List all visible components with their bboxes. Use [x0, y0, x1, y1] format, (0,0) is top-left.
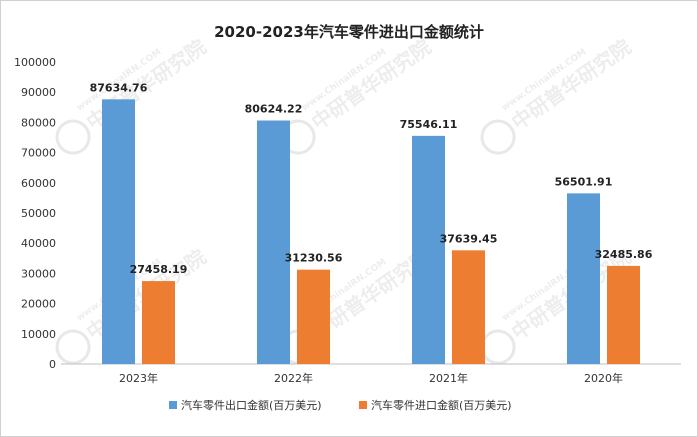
data-label-series-2-3: 37639.45	[440, 232, 498, 245]
y-tick-label: 40000	[21, 237, 56, 250]
bar-series-1-3	[412, 135, 445, 364]
x-tick-label: 2021年	[429, 371, 468, 385]
bar-series-1-4	[567, 193, 600, 364]
legend-label-1: 汽车零件出口金额(百万美元)	[181, 398, 322, 412]
legend-label-2: 汽车零件进口金额(百万美元)	[371, 398, 512, 412]
chart-title: 2020-2023年汽车零件进出口金额统计	[214, 23, 484, 41]
legend: 汽车零件出口金额(百万美元) 汽车零件进口金额(百万美元)	[169, 398, 512, 412]
data-label-series-2-2: 31230.56	[285, 252, 343, 265]
watermark-logo-icon	[480, 119, 516, 155]
data-label-series-1-2: 80624.22	[245, 103, 303, 116]
y-tick-label: 30000	[21, 267, 56, 280]
data-label-series-2-4: 32485.86	[595, 248, 653, 261]
data-labels-layer: 87634.76 27458.19 80624.22 31230.56 75546.11…	[90, 81, 653, 276]
y-tick-label: 10000	[21, 328, 56, 341]
x-axis: 2023年 2022年 2021年 2020年	[119, 371, 623, 385]
y-tick-label: 80000	[21, 116, 56, 129]
y-tick-label: 50000	[21, 207, 56, 220]
watermark-logo-icon	[55, 329, 91, 365]
y-tick-label: 20000	[21, 298, 56, 311]
bar-series-2-4	[607, 265, 640, 364]
watermark-logo-icon	[55, 119, 91, 155]
y-axis: 0 10000 20000 30000 40000 50000 60000 70000 8000…	[14, 56, 56, 371]
data-label-series-1-3: 75546.11	[400, 118, 458, 131]
data-label-series-2-1: 27458.19	[130, 263, 188, 276]
bars-layer	[102, 99, 640, 365]
bar-series-2-3	[452, 250, 485, 364]
bar-series-2-1	[142, 281, 175, 364]
bar-series-2-2	[297, 269, 330, 364]
bar-series-1-1	[102, 99, 135, 365]
y-tick-label: 100000	[14, 56, 56, 69]
y-tick-label: 70000	[21, 147, 56, 160]
bar-series-1-2	[257, 120, 290, 364]
data-label-series-1-4: 56501.91	[555, 175, 613, 188]
y-tick-label: 60000	[21, 177, 56, 190]
legend-swatch-1	[169, 401, 177, 409]
watermark-text: 中研普华研究院	[507, 35, 635, 135]
x-tick-label: 2020年	[584, 371, 623, 385]
y-tick-label: 90000	[21, 86, 56, 99]
x-tick-label: 2022年	[274, 371, 313, 385]
legend-swatch-2	[359, 401, 367, 409]
x-tick-label: 2023年	[119, 371, 158, 385]
y-tick-label: 0	[49, 358, 56, 371]
data-label-series-1-1: 87634.76	[90, 81, 148, 94]
